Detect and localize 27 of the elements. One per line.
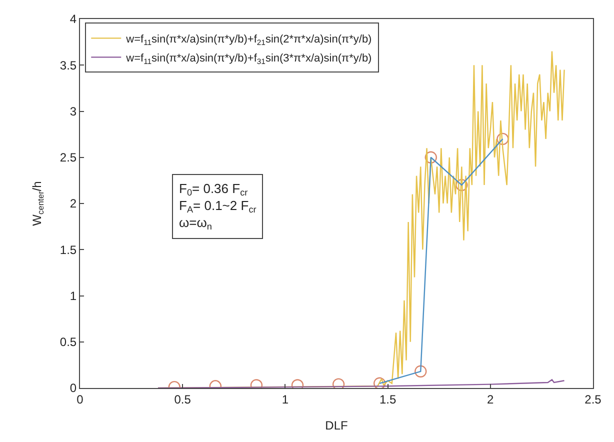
y-tick-label: 1 <box>70 288 77 303</box>
annotation: ω=ω$_{n}$ <box>179 214 212 232</box>
x-tick-label: 1.5 <box>379 392 396 406</box>
annotation: F$_{A}$= 0.1~2 F$_{cr}$ <box>179 198 256 215</box>
x-axis-title: DLF <box>325 418 348 432</box>
line-series <box>157 379 565 388</box>
point <box>332 378 345 388</box>
point <box>496 132 509 146</box>
point <box>424 151 437 164</box>
x-tick-label: 2 <box>487 392 494 406</box>
point <box>414 365 427 378</box>
legend-label: w=f$_{11}$sin(π*x/a)sin(π*y/b)+f$_{21}$sin(2*π*x/a)sin(π*y/b) <box>125 33 372 47</box>
annotation: F$_{0}$= 0.36 F$_{cr}$ <box>179 181 248 198</box>
legend-label: w=f$_{11}$sin(π*x/a)sin(π*y/b)+f$_{31}$sin(3*π*x/a)sin(π*y/b) <box>125 52 372 66</box>
x-tick-label: 1 <box>282 392 289 406</box>
y-tick-label: 4 <box>70 12 77 26</box>
y-tick-label: 1.5 <box>60 242 77 257</box>
x-tick-label: 2.5 <box>584 392 602 406</box>
y-tick-label: 3 <box>70 104 77 118</box>
y-tick-label: 0 <box>70 381 77 396</box>
y-tick-label: 2.5 <box>60 150 77 165</box>
x-tick-label: 0.5 <box>174 392 192 406</box>
y-tick-label: 3.5 <box>60 58 77 72</box>
point <box>373 377 386 388</box>
y-tick-label: 2 <box>70 196 77 211</box>
y-tick-label: 0.5 <box>60 335 77 350</box>
point <box>456 178 468 192</box>
